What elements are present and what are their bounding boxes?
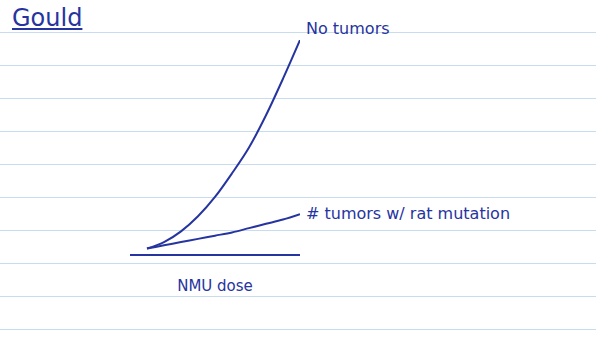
svg-text:No tumors: No tumors: [306, 19, 390, 38]
svg-text:NMU dose: NMU dose: [177, 277, 253, 295]
svg-text:# tumors w/ rat mutation: # tumors w/ rat mutation: [306, 204, 510, 223]
html-text:Gould: Gould: [12, 4, 83, 32]
